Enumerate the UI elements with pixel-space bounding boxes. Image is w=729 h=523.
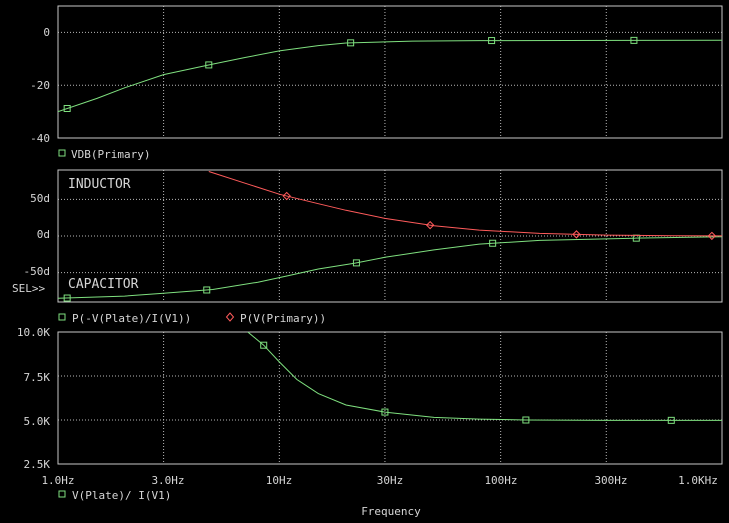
- x-axis-title: Frequency: [361, 505, 421, 518]
- legend-square-marker: [58, 149, 66, 157]
- data-point-diamond: [425, 220, 435, 230]
- xtick-label: 1.0Hz: [41, 474, 74, 487]
- data-point-square: [63, 294, 71, 302]
- data-point-square: [522, 416, 530, 424]
- panel-phase-ytick-2: -50d: [24, 265, 51, 278]
- legend-impedance[interactable]: V(Plate)/ I(V1): [58, 489, 171, 502]
- data-point-square: [347, 39, 355, 47]
- panel-vdb-ytick-1: -20: [30, 79, 50, 92]
- data-point-square: [203, 286, 211, 294]
- data-point-square: [381, 408, 389, 416]
- panel-vdb-ytick-0: 0: [43, 26, 50, 39]
- data-point-square: [260, 341, 268, 349]
- data-point-square: [488, 37, 496, 45]
- x-axis-ticks: 1.0Hz 3.0Hz 10Hz 30Hz 100Hz 300Hz 1.0KHz: [41, 474, 717, 487]
- panel-impedance-ytick-2: 5.0K: [24, 415, 51, 428]
- data-point-square: [63, 104, 71, 112]
- data-point-square: [205, 61, 213, 69]
- xtick-label: 300Hz: [594, 474, 627, 487]
- panel-impedance-series: [247, 332, 722, 424]
- panel-phase-series: [58, 171, 722, 302]
- legend-diamond-marker: [225, 312, 235, 322]
- xtick-label: 3.0Hz: [151, 474, 184, 487]
- panel-impedance-ytick-1: 7.5K: [24, 371, 51, 384]
- series-line-trace-0: [58, 236, 722, 299]
- legend-square-marker: [58, 490, 66, 498]
- legend-vdb-label: VDB(Primary): [71, 148, 150, 161]
- data-point-square: [630, 36, 638, 44]
- legend-phase[interactable]: P(-V(Plate)/I(V1)) P(V(Primary)): [58, 312, 326, 325]
- panel-vdb: 0 -20 -40 VDB(Primary): [30, 5, 723, 161]
- panel-impedance: 10.0K 7.5K 5.0K 2.5K 1.0Hz 3.0Hz 10Hz 30…: [17, 326, 723, 518]
- panel-phase-frame: [57, 169, 723, 303]
- legend-phase-ind-label: P(V(Primary)): [240, 312, 326, 325]
- xtick-label: 10Hz: [266, 474, 293, 487]
- series-line-inductor: [208, 171, 722, 237]
- panel-impedance-ytick-3: 2.5K: [24, 458, 51, 471]
- panel-phase-ytick-0: 50d: [30, 192, 50, 205]
- data-point-square: [667, 416, 675, 424]
- panel-vdb-frame: [57, 5, 723, 139]
- series-line-trace-0: [247, 332, 722, 421]
- panel-phase-ytick-1: 0d: [37, 228, 50, 241]
- legend-square-marker: [58, 313, 66, 321]
- panel-impedance-frame: [57, 331, 723, 465]
- panel-impedance-ytick-0: 10.0K: [17, 326, 50, 339]
- inductor-annotation: INDUCTOR: [68, 177, 131, 192]
- selected-plot-marker: SEL>>: [12, 282, 45, 295]
- data-point-diamond: [572, 230, 581, 239]
- legend-phase-cap-label: P(-V(Plate)/I(V1)): [72, 312, 191, 325]
- xtick-label: 100Hz: [484, 474, 517, 487]
- legend-vdb[interactable]: VDB(Primary): [58, 148, 150, 161]
- panel-vdb-ytick-2: -40: [30, 132, 50, 145]
- data-point-diamond: [707, 231, 717, 241]
- data-point-diamond: [282, 191, 291, 201]
- legend-impedance-label: V(Plate)/ I(V1): [72, 489, 171, 502]
- data-point-square: [489, 239, 497, 247]
- xtick-label: 1.0KHz: [678, 474, 718, 487]
- series-line-trace-0: [58, 39, 722, 113]
- panel-vdb-series: [58, 36, 722, 113]
- data-point-square: [352, 259, 360, 267]
- panel-phase: 50d 0d -50d SEL>> INDUCTOR CAPACITOR P(-…: [12, 169, 723, 325]
- capacitor-annotation: CAPACITOR: [68, 277, 139, 292]
- xtick-label: 30Hz: [377, 474, 404, 487]
